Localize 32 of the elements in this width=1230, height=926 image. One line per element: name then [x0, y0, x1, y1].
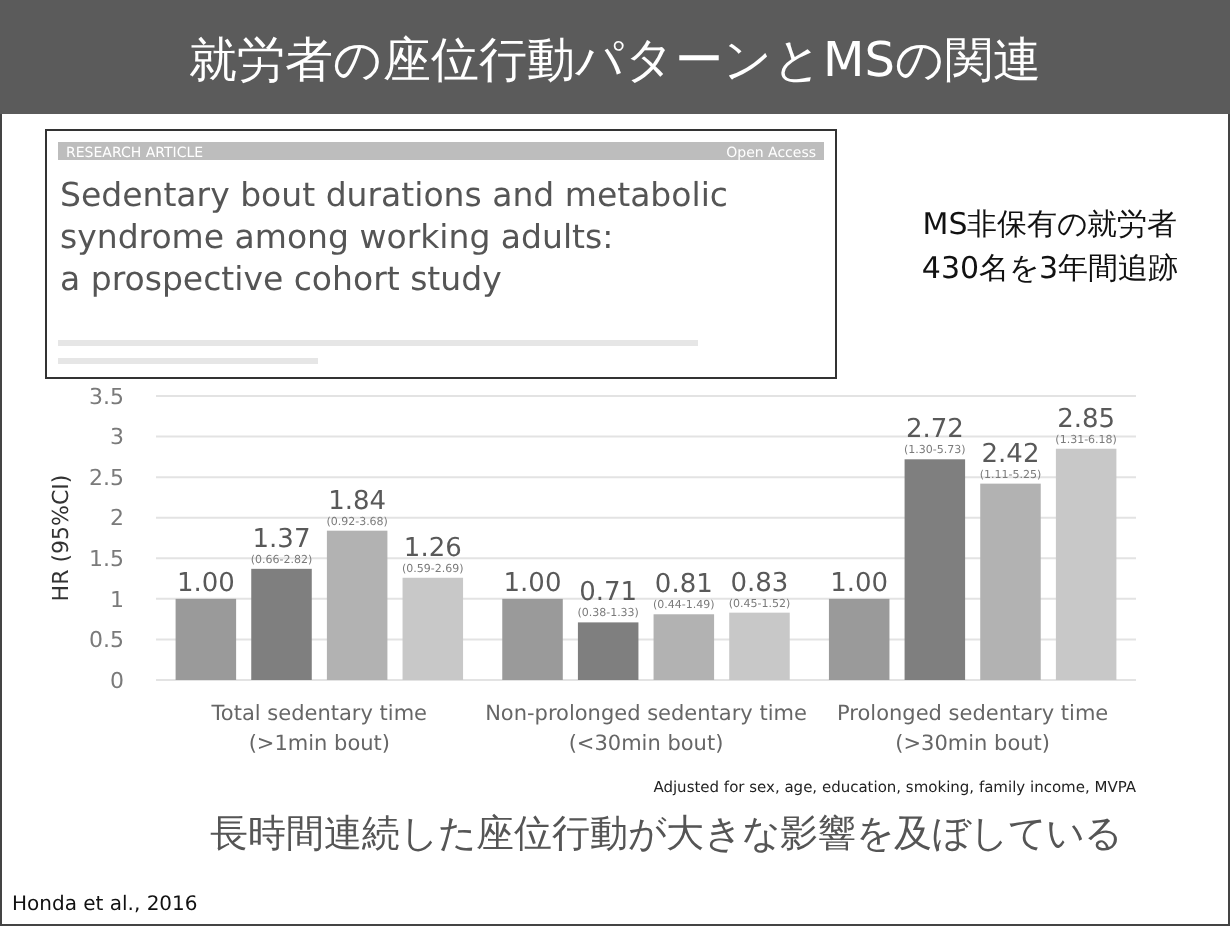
x-tick-label: Total sedentary time (>1min bout): [209, 702, 428, 756]
x-tick-label: Non-prolonged sedentary time (<30min bout): [485, 702, 807, 756]
y-axis-title: HR (95%CI): [48, 474, 74, 602]
chart-title: 就労者の座位行動パターンとMSの関連: [189, 32, 1041, 88]
y-tick-label: 2.5: [89, 464, 124, 491]
data-label: 1.00: [176, 568, 235, 599]
x-tick-label: Prolonged sedentary time (>30min bout): [837, 702, 1109, 756]
bar: [326, 530, 388, 680]
y-tick-label: 3: [110, 424, 124, 451]
bar: [1055, 448, 1117, 680]
chart-subtitle: MS非保有の就労者 430名を3年間追跡: [921, 206, 1179, 286]
bar: [904, 459, 966, 680]
y-tick-label: 0: [110, 667, 124, 694]
bar: [402, 577, 464, 680]
bar: [175, 598, 237, 680]
bar: [577, 622, 639, 680]
bar: [251, 568, 312, 680]
bar: [653, 614, 715, 680]
y-tick-label: 0.5: [89, 627, 124, 654]
bar: [502, 598, 563, 680]
y-tick-label: 1.5: [89, 545, 124, 572]
text: 長時間連続した座位行動が大きな影響を及ぼしている: [210, 812, 1122, 856]
y-tick-label: 3.5: [89, 383, 124, 410]
bar: [729, 612, 790, 680]
y-tick-label: 1: [110, 586, 124, 613]
bar: [980, 483, 1041, 680]
data-label: 1.00: [503, 568, 562, 599]
text: Honda et al., 2016: [12, 894, 198, 916]
bar: [828, 598, 890, 680]
y-tick-label: 2: [110, 505, 124, 532]
data-label: 1.00: [830, 568, 889, 599]
text: Sedentary bout durations and metabolic syndrome among working adults: a prospective cohort study: [60, 176, 728, 298]
